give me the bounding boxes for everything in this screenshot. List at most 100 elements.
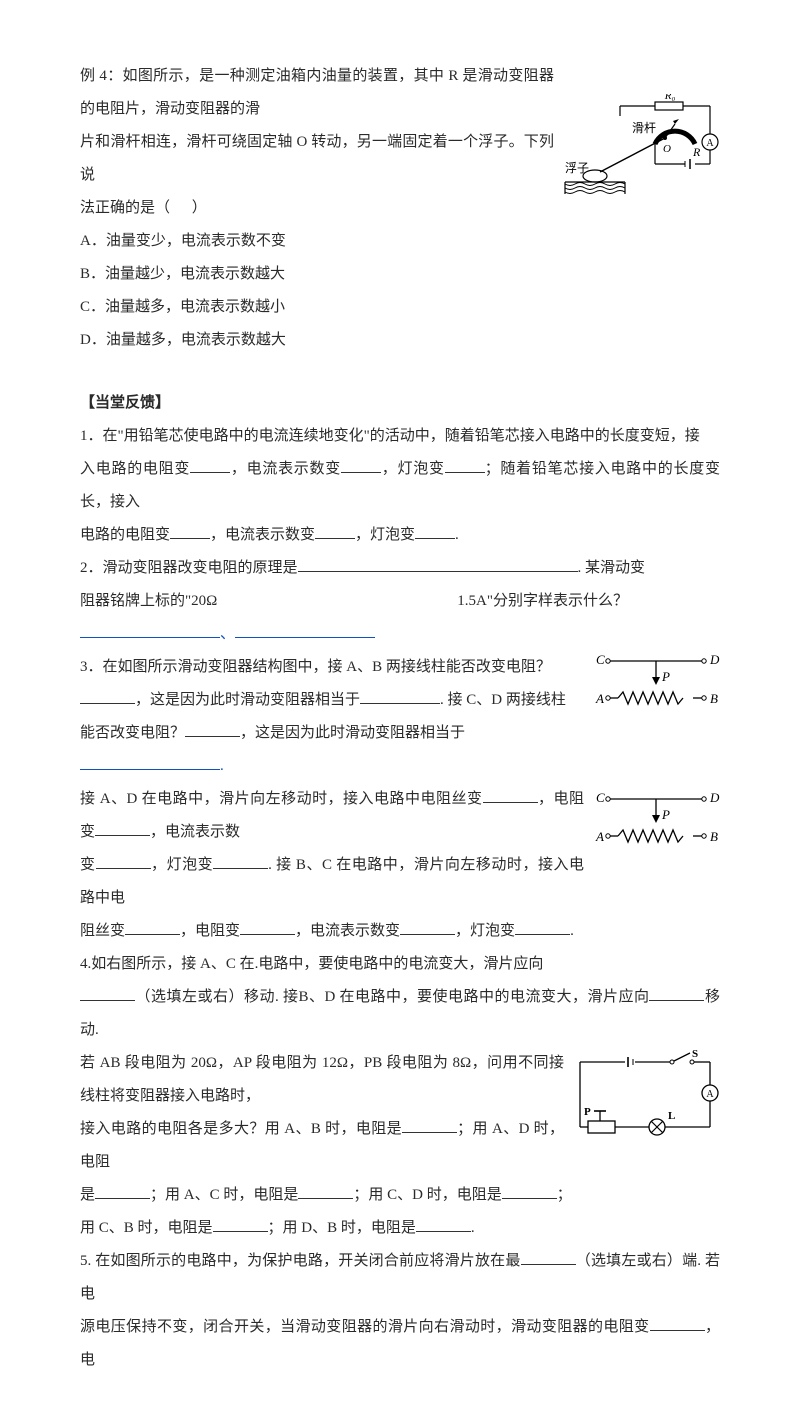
- q3t16: .: [570, 923, 574, 939]
- ammeter-label: A: [706, 138, 714, 149]
- svg-text:A: A: [706, 1089, 714, 1100]
- q1-line1: 1．在"用铅笔芯使电路中的电流连续地变化"的活动中，随着铅笔芯接入电路中的长度变…: [80, 420, 720, 453]
- q2t1: 2．滑动变阻器改变电阻的原理是: [80, 560, 298, 576]
- q3-blank1[interactable]: [80, 688, 135, 704]
- q5-line2: 源电压保持不变，闭合开关，当滑动变阻器的滑片向右滑动时，滑动变阻器的电阻变，电: [80, 1311, 720, 1377]
- q2-line1: 2．滑动变阻器改变电阻的原理是 . 某滑动变: [80, 552, 720, 585]
- q2-blank1[interactable]: [298, 556, 578, 572]
- q3-blank3[interactable]: [185, 721, 240, 737]
- q4t6: ；用 A、C 时，电阻是: [150, 1187, 298, 1203]
- q4-blank3[interactable]: [402, 1117, 457, 1133]
- q1t8: .: [455, 527, 459, 543]
- q4-blank8[interactable]: [416, 1216, 471, 1232]
- q1-blank1[interactable]: [190, 457, 230, 473]
- q1-blank2[interactable]: [341, 457, 381, 473]
- q3t3: 能否改变电阻？: [80, 725, 185, 741]
- q5-blank2[interactable]: [650, 1315, 705, 1331]
- o-label: O: [663, 143, 671, 155]
- float-label: 浮子: [565, 161, 589, 175]
- q2-blank2[interactable]: [80, 622, 220, 638]
- q3-blank8[interactable]: [213, 853, 268, 869]
- q5t1: 5. 在如图所示的电路中，为保护电路，开关闭合前应将滑片放在最: [80, 1253, 521, 1269]
- paren-blank[interactable]: [170, 200, 192, 216]
- q3-blank10[interactable]: [240, 919, 295, 935]
- q1-blank3[interactable]: [445, 457, 485, 473]
- q3-blank11[interactable]: [400, 919, 455, 935]
- q1t1: 入电路的电阻变: [80, 461, 190, 477]
- q1-line2: 入电路的电阻变，电流表示数变，灯泡变；随着铅笔芯接入电路中的长度变长，接入: [80, 453, 720, 519]
- q3t4: ，这是因为此时滑动变阻器相当于: [240, 725, 465, 741]
- q3-blank9[interactable]: [125, 919, 180, 935]
- q3-line3: 能否改变电阻？ ，这是因为此时滑动变阻器相当于: [80, 717, 720, 750]
- svg-text:B: B: [710, 829, 718, 844]
- q3t14: ，电流表示数变: [295, 923, 400, 939]
- q3-line7: 阻丝变，电阻变，电流表示数变，灯泡变.: [80, 915, 720, 948]
- q3-line4: .: [80, 750, 720, 783]
- q4t3: 接入电路的电阻各是多大？用 A、B 时，电阻是: [80, 1121, 402, 1137]
- q3t8: ，电流表示数: [150, 824, 240, 840]
- q3-blank12[interactable]: [515, 919, 570, 935]
- q1-blank5[interactable]: [315, 523, 355, 539]
- q3t9: 变: [80, 857, 96, 873]
- q3t13: ，电阻变: [180, 923, 240, 939]
- q3t6: 接 A、D 在电路中，滑片向左移动时，接入电路中电阻丝变: [80, 791, 483, 807]
- q2-line3: 、: [80, 618, 720, 651]
- q3t1: ，这是因为此时滑动变阻器相当于: [135, 692, 360, 708]
- svg-text:S: S: [692, 1048, 698, 1060]
- q2t5: 、: [220, 626, 235, 642]
- q2-blank3[interactable]: [235, 622, 375, 638]
- q3-blank2[interactable]: [360, 688, 440, 704]
- q3t10: ，灯泡变: [151, 857, 214, 873]
- q1t3: ，灯泡变: [381, 461, 445, 477]
- q3-blank6[interactable]: [95, 820, 150, 836]
- section-title: 【当堂反馈】: [80, 387, 720, 420]
- q4-line2: （选填左或右）移动. 接B、D 在电路中，要使电路中的电流变大，滑片应向移动.: [80, 981, 720, 1047]
- q2t2: . 某滑动变: [578, 560, 646, 576]
- q4-line5: 是；用 A、C 时，电阻是；用 C、D 时，电阻是；: [80, 1179, 720, 1212]
- option-d[interactable]: D．油量越多，电流表示数越大: [80, 324, 720, 357]
- q4t5: 是: [80, 1187, 95, 1203]
- q3t5: .: [220, 758, 224, 774]
- svg-text:B: B: [710, 691, 718, 706]
- svg-text:C: C: [596, 790, 605, 805]
- q4-blank5[interactable]: [298, 1183, 353, 1199]
- q5-line1: 5. 在如图所示的电路中，为保护电路，开关闭合前应将滑片放在最（选填左或右）端.…: [80, 1245, 720, 1311]
- figure-oil-tank: A R₀ R O 滑杆 浮子: [560, 94, 720, 214]
- q1-blank4[interactable]: [170, 523, 210, 539]
- rod-label: 滑杆: [632, 121, 656, 135]
- q4t9: 用 C、B 时，电阻是: [80, 1220, 213, 1236]
- r0-label: R₀: [664, 94, 676, 102]
- option-b[interactable]: B．油量越少，电流表示数越大: [80, 258, 720, 291]
- q4-blank6[interactable]: [502, 1183, 557, 1199]
- option-c[interactable]: C．油量越多，电流表示数越小: [80, 291, 720, 324]
- q3t15: ，灯泡变: [455, 923, 515, 939]
- svg-text:C: C: [596, 652, 605, 667]
- q4-blank4[interactable]: [95, 1183, 150, 1199]
- svg-text:A: A: [595, 691, 604, 706]
- q1t2: ，电流表示数变: [230, 461, 341, 477]
- svg-text:P: P: [661, 669, 670, 684]
- q1t7: ，灯泡变: [355, 527, 415, 543]
- q1-blank6[interactable]: [415, 523, 455, 539]
- q3-blank7[interactable]: [96, 853, 151, 869]
- stem3a: 法正确的是（: [80, 200, 170, 216]
- option-a[interactable]: A．油量变少，电流表示数不变: [80, 225, 720, 258]
- q3-blank4[interactable]: [80, 754, 220, 770]
- q1-line3: 电路的电阻变，电流表示数变，灯泡变.: [80, 519, 720, 552]
- figure-rheostat-1: C D P A B: [590, 651, 720, 715]
- svg-text:P: P: [584, 1106, 591, 1118]
- q3-blank5[interactable]: [483, 787, 538, 803]
- q4-line1: 4.如右图所示，接 A、C 在.电路中，要使电路中的电流变大，滑片应向: [80, 948, 720, 981]
- q1t5: 电路的电阻变: [80, 527, 170, 543]
- r-label: R: [692, 145, 701, 159]
- q3-line6: 变，灯泡变. 接 B、C 在电路中，滑片向左移动时，接入电路中电: [80, 849, 720, 915]
- q4-line6: 用 C、B 时，电阻是；用 D、B 时，电阻是.: [80, 1212, 720, 1245]
- svg-text:D: D: [709, 652, 720, 667]
- q5-blank1[interactable]: [521, 1249, 576, 1265]
- q4t10: ；用 D、B 时，电阻是: [268, 1220, 416, 1236]
- q4t7: ；用 C、D 时，电阻是: [353, 1187, 501, 1203]
- q4-blank7[interactable]: [213, 1216, 268, 1232]
- figure-rheostat-2: C D P A B: [590, 789, 720, 853]
- q4-blank1[interactable]: [80, 985, 135, 1001]
- q4-blank2[interactable]: [649, 985, 704, 1001]
